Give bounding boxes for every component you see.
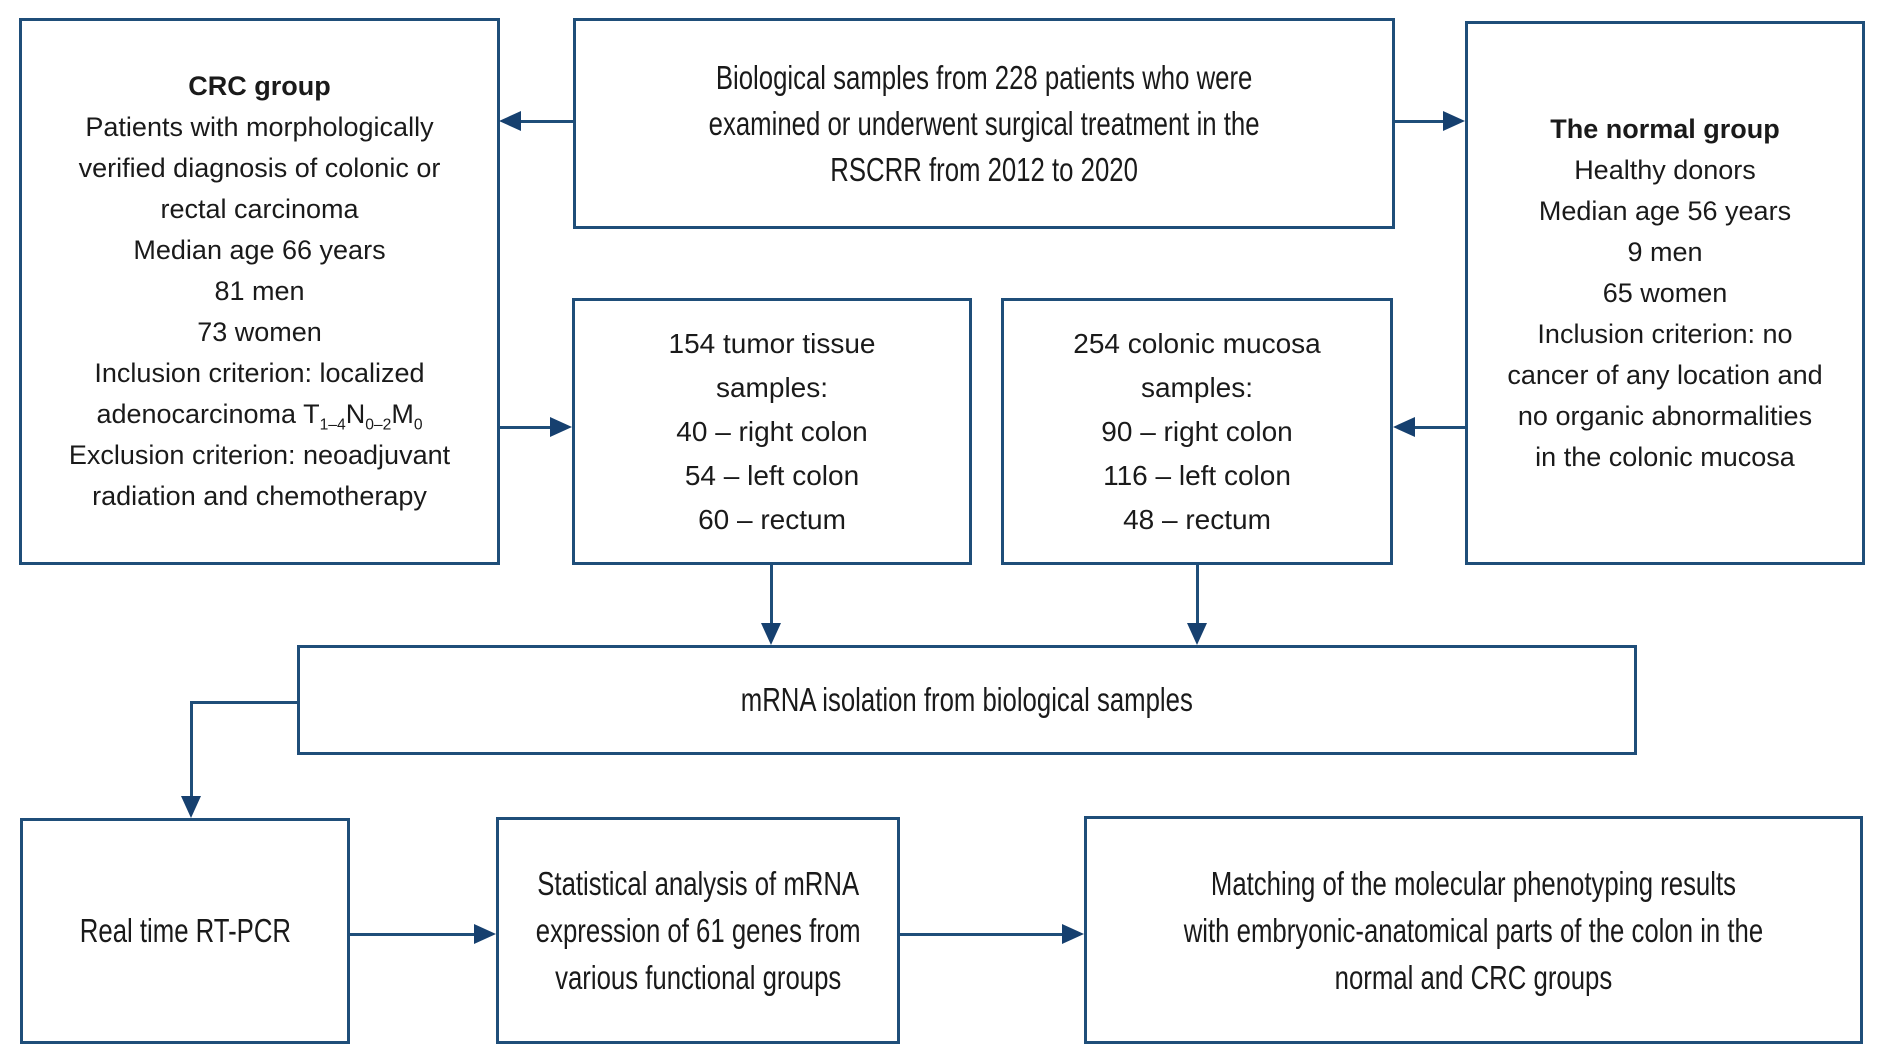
rtpcr-box: Real time RT-PCR — [20, 818, 350, 1044]
arrowhead-down-icon — [181, 796, 201, 818]
crc-group-title: CRC group — [188, 71, 331, 101]
mucosa-samples-box: 254 colonic mucosa samples: 90 – right c… — [1001, 298, 1393, 565]
normal-line: in the colonic mucosa — [1535, 441, 1795, 472]
biological-samples-box: Biological samples from 228 patients who… — [573, 18, 1395, 229]
tnm-prefix: adenocarcinoma — [96, 399, 304, 429]
arrowhead-right-icon — [1443, 111, 1465, 131]
tnm-t-sub: 1–4 — [319, 416, 346, 434]
statistical-analysis-box: Statistical analysis of mRNA expression … — [496, 817, 900, 1044]
crc-line: Inclusion criterion: localized — [94, 358, 425, 388]
arrowhead-right-icon — [550, 417, 572, 437]
mucosa-line: 254 colonic mucosa — [1073, 327, 1321, 359]
crc-line: Median age 66 years — [133, 235, 386, 265]
connector-crc-to-tumor — [500, 426, 552, 429]
arrowhead-left-icon — [499, 111, 521, 131]
normal-line: 9 men — [1627, 236, 1703, 267]
mrna-isolation-text: mRNA isolation from biological samples — [740, 681, 1194, 718]
statistical-analysis-text: Statistical analysis of mRNA expression … — [535, 865, 861, 996]
crc-line: radiation and chemotherapy — [92, 481, 427, 511]
rtpcr-text: Real time RT-PCR — [79, 912, 291, 949]
arrowhead-right-icon — [1062, 924, 1084, 944]
arrowhead-down-icon — [761, 623, 781, 645]
crc-line: Patients with morphologically — [85, 112, 434, 142]
connector-biosamples-to-normal — [1395, 120, 1445, 123]
mucosa-line: 116 – left colon — [1103, 459, 1291, 491]
tumor-samples-box: 154 tumor tissue samples: 40 – right col… — [572, 298, 972, 565]
connector-normal-to-mucosa — [1413, 426, 1465, 429]
normal-line: Median age 56 years — [1538, 195, 1792, 226]
tumor-line: 154 tumor tissue — [668, 327, 876, 359]
normal-group-box: The normal group Healthy donors Median a… — [1465, 21, 1865, 565]
arrowhead-down-icon — [1187, 623, 1207, 645]
mucosa-line: 48 – rectum — [1123, 503, 1271, 535]
connector-rtpcr-to-stat — [350, 933, 476, 936]
arrowhead-right-icon — [474, 924, 496, 944]
tnm-m-sub: 0 — [413, 416, 423, 434]
crc-line: 81 men — [214, 276, 305, 306]
normal-line: no organic abnormalities — [1517, 400, 1813, 431]
tnm-n: N — [345, 399, 366, 429]
tumor-line: samples: — [715, 371, 829, 403]
mucosa-line: 90 – right colon — [1101, 415, 1293, 447]
crc-line: verified diagnosis of colonic or — [78, 153, 441, 183]
tnm-m: M — [391, 399, 414, 429]
mrna-isolation-box: mRNA isolation from biological samples — [297, 645, 1637, 755]
normal-line: Healthy donors — [1574, 154, 1756, 185]
crc-line: Exclusion criterion: neoadjuvant — [68, 440, 451, 470]
connector-stat-to-match — [900, 933, 1064, 936]
normal-line: 65 women — [1602, 277, 1728, 308]
connector-mucosa-to-mrna — [1196, 565, 1199, 625]
mucosa-line: samples: — [1140, 371, 1254, 403]
connector-mrna-to-rtpcr-horizontal — [190, 701, 297, 704]
crc-tnm-line: adenocarcinoma T1–4N0–2M0 — [96, 394, 422, 435]
tnm-t: T — [303, 399, 320, 429]
normal-line: Inclusion criterion: no — [1537, 318, 1793, 349]
connector-mrna-to-rtpcr-vertical — [190, 701, 193, 797]
normal-line: cancer of any location and — [1507, 359, 1823, 390]
tumor-line: 54 – left colon — [684, 459, 860, 491]
connector-tumor-to-mrna — [770, 565, 773, 625]
normal-group-title: The normal group — [1550, 113, 1780, 144]
matching-results-text: Matching of the molecular phenotyping re… — [1183, 864, 1764, 996]
crc-group-box: CRC group Patients with morphologically … — [19, 18, 500, 565]
connector-biosamples-to-crc — [518, 120, 573, 123]
crc-line: rectal carcinoma — [160, 194, 359, 224]
matching-results-box: Matching of the molecular phenotyping re… — [1084, 816, 1863, 1044]
arrowhead-left-icon — [1393, 417, 1415, 437]
tnm-n-sub: 0–2 — [365, 416, 392, 434]
biological-samples-text: Biological samples from 228 patients who… — [708, 58, 1260, 188]
crc-line: 73 women — [197, 317, 322, 347]
tumor-line: 60 – rectum — [698, 503, 846, 535]
tumor-line: 40 – right colon — [676, 415, 868, 447]
